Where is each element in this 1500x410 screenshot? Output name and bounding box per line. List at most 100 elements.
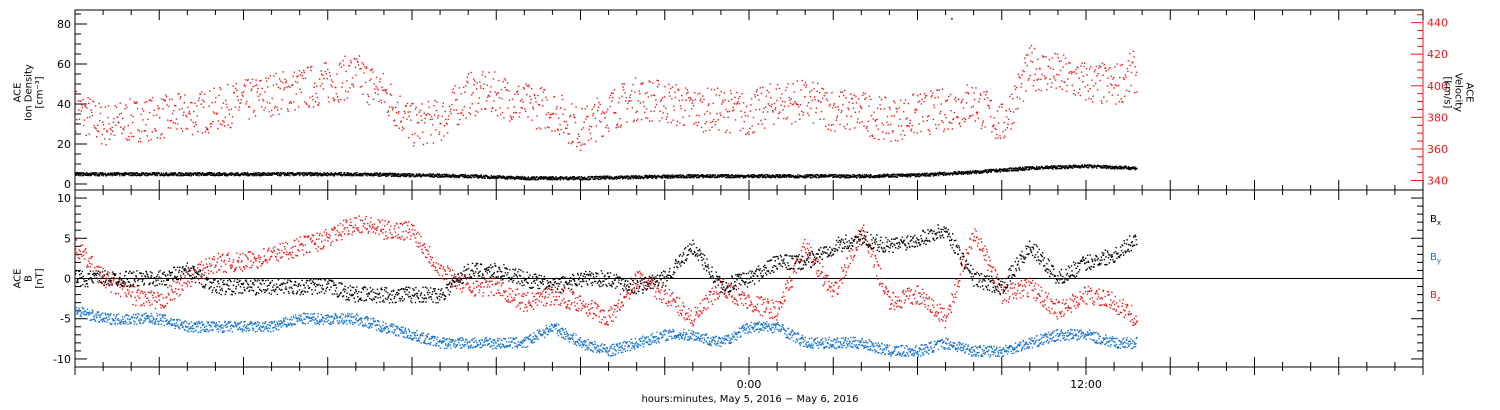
- velocity-point: [610, 92, 613, 94]
- velocity-point: [1095, 82, 1097, 85]
- velocity-point: [328, 101, 330, 103]
- density-point: [712, 175, 715, 177]
- density-point: [131, 172, 133, 174]
- velocity-point: [1066, 90, 1068, 93]
- density-point: [753, 176, 755, 178]
- velocity-point: [1011, 123, 1013, 125]
- density-point: [537, 178, 539, 181]
- density-point: [256, 174, 258, 177]
- density-point: [396, 174, 399, 176]
- velocity-point: [603, 112, 606, 115]
- velocity-point: [244, 79, 247, 81]
- velocity-point: [252, 111, 255, 113]
- density-point: [692, 174, 694, 176]
- density-point: [845, 175, 847, 178]
- velocity-point: [1068, 72, 1070, 74]
- velocity-point: [202, 99, 204, 101]
- density-point: [791, 176, 793, 178]
- density-point: [572, 176, 574, 179]
- velocity-point: [1087, 90, 1089, 92]
- velocity-y-tick-label: 360: [1427, 143, 1448, 156]
- density-point: [210, 172, 212, 174]
- density-point: [519, 177, 522, 179]
- velocity-point: [817, 82, 819, 85]
- velocity-point: [523, 88, 525, 90]
- velocity-point: [382, 73, 385, 75]
- velocity-point: [487, 94, 490, 97]
- density-point: [98, 172, 100, 174]
- velocity-point: [1062, 66, 1064, 68]
- velocity-point: [444, 110, 446, 113]
- density-point: [505, 178, 508, 180]
- density-point: [218, 171, 221, 174]
- velocity-point: [189, 101, 192, 104]
- velocity-point: [826, 99, 829, 102]
- density-point: [609, 177, 612, 180]
- velocity-point: [664, 86, 666, 88]
- velocity-point: [356, 58, 358, 60]
- density-point: [767, 176, 770, 178]
- density-point: [933, 172, 935, 175]
- velocity-point: [613, 89, 616, 91]
- density-point: [870, 175, 872, 177]
- velocity-point: [975, 111, 978, 113]
- density-point: [487, 177, 489, 179]
- density-point: [435, 174, 438, 176]
- velocity-point: [859, 105, 861, 107]
- velocity-point: [805, 86, 807, 88]
- velocity-point: [745, 133, 747, 136]
- density-point: [589, 177, 591, 179]
- velocity-point: [466, 76, 469, 78]
- velocity-point: [335, 93, 338, 95]
- density-point: [926, 172, 928, 174]
- velocity-point: [275, 72, 277, 75]
- density-point: [418, 174, 421, 176]
- velocity-point: [824, 92, 826, 94]
- density-point: [172, 172, 175, 174]
- density-point: [490, 175, 492, 177]
- density-point: [762, 176, 764, 179]
- density-point: [993, 169, 995, 171]
- velocity-point: [437, 115, 440, 117]
- density-point: [94, 172, 96, 174]
- velocity-point: [1069, 62, 1071, 64]
- density-point: [521, 175, 523, 178]
- density-point: [716, 176, 718, 179]
- density-point: [93, 173, 95, 176]
- density-point: [1112, 166, 1114, 168]
- velocity-point: [167, 127, 170, 129]
- density-point: [105, 174, 108, 177]
- velocity-point: [846, 115, 848, 117]
- velocity-point: [1084, 86, 1086, 88]
- density-point: [364, 174, 367, 176]
- density-point: [184, 173, 186, 175]
- velocity-point: [490, 86, 492, 88]
- velocity-point: [790, 98, 792, 100]
- density-point: [536, 176, 538, 178]
- density-point: [377, 175, 379, 177]
- velocity-point: [555, 113, 557, 115]
- density-point: [744, 175, 746, 177]
- density-point: [1091, 165, 1094, 168]
- density-point: [723, 175, 726, 178]
- velocity-point: [166, 104, 168, 106]
- velocity-point: [539, 87, 541, 90]
- velocity-point: [671, 98, 673, 100]
- density-point: [362, 174, 364, 177]
- density-point: [1114, 168, 1116, 170]
- velocity-point: [551, 130, 553, 132]
- velocity-point: [896, 111, 898, 113]
- density-point: [496, 177, 499, 179]
- velocity-point: [533, 93, 535, 96]
- density-point: [990, 171, 992, 173]
- density-point: [419, 173, 421, 175]
- density-point: [702, 176, 705, 178]
- density-point: [440, 175, 442, 177]
- velocity-point: [670, 121, 672, 124]
- density-point: [348, 174, 350, 176]
- velocity-point: [113, 118, 115, 120]
- velocity-point: [886, 121, 888, 123]
- velocity-point: [489, 90, 491, 93]
- density-point: [898, 175, 900, 177]
- velocity-point: [842, 103, 844, 106]
